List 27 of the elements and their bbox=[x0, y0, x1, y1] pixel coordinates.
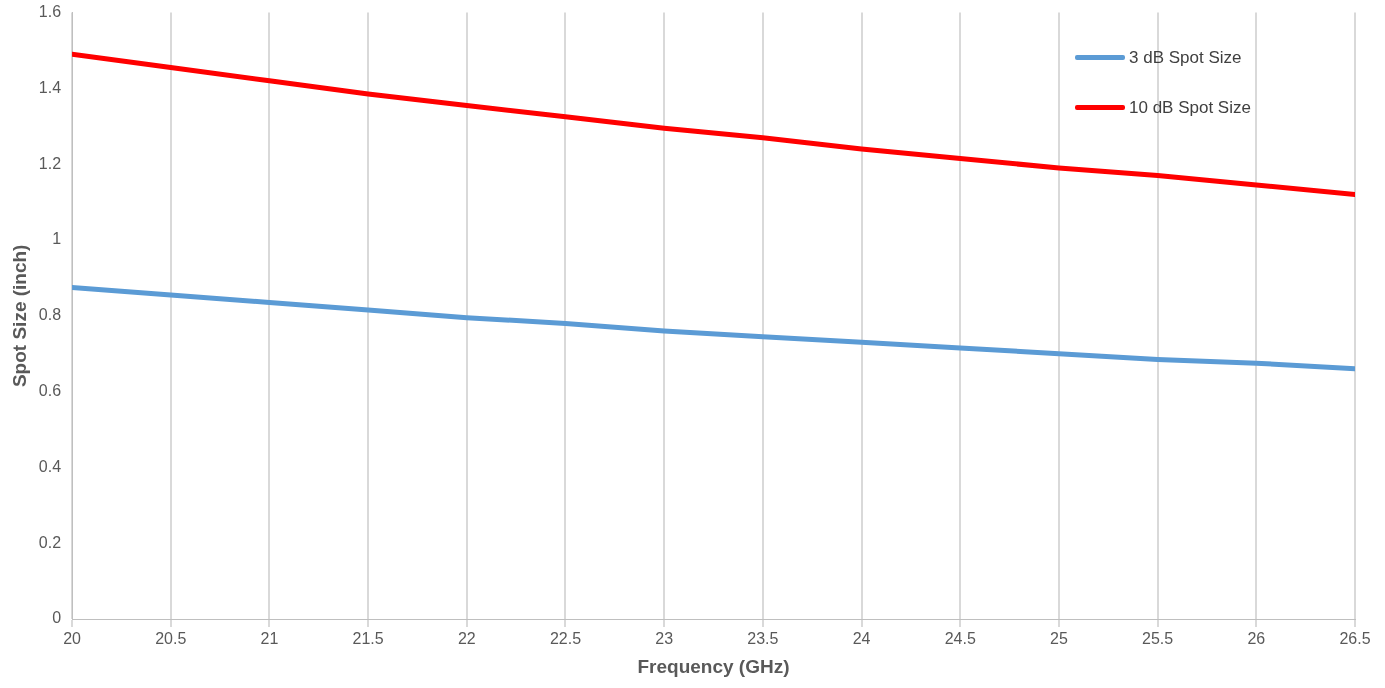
legend-label: 10 dB Spot Size bbox=[1129, 97, 1251, 118]
x-tick-label: 22.5 bbox=[549, 630, 582, 648]
x-tick-label: 26 bbox=[1247, 630, 1266, 648]
x-tick-label: 22 bbox=[457, 630, 476, 648]
y-tick-label: 0.6 bbox=[38, 382, 62, 400]
x-tick-label: 23 bbox=[655, 630, 674, 648]
y-tick-label: 0.2 bbox=[38, 533, 62, 551]
x-tick-label: 20.5 bbox=[155, 630, 187, 648]
y-tick-label: 0.4 bbox=[38, 457, 62, 475]
x-tick-label: 24 bbox=[852, 630, 871, 648]
x-tick-label: 25 bbox=[1050, 630, 1068, 648]
x-tick-label: 20 bbox=[63, 630, 82, 648]
x-tick-label: 26.5 bbox=[1339, 630, 1371, 648]
y-axis-title: Spot Size (inch) bbox=[8, 244, 30, 388]
legend-label: 3 dB Spot Size bbox=[1129, 47, 1242, 68]
y-tick-label: 0.8 bbox=[38, 306, 62, 324]
y-tick-label: 1.6 bbox=[38, 3, 62, 21]
y-tick-label: 1.2 bbox=[38, 154, 62, 172]
x-axis-title: Frequency (GHz) bbox=[637, 655, 790, 677]
x-tick-label: 21.5 bbox=[352, 630, 384, 648]
x-tick-label: 21 bbox=[260, 630, 279, 648]
x-tick-label: 25.5 bbox=[1142, 630, 1174, 648]
x-tick-label: 24.5 bbox=[944, 630, 976, 648]
x-tick-label: 23.5 bbox=[747, 630, 779, 648]
y-tick-label: 0 bbox=[52, 609, 62, 627]
y-tick-label: 1.4 bbox=[38, 78, 62, 96]
y-tick-label: 1 bbox=[52, 230, 62, 248]
